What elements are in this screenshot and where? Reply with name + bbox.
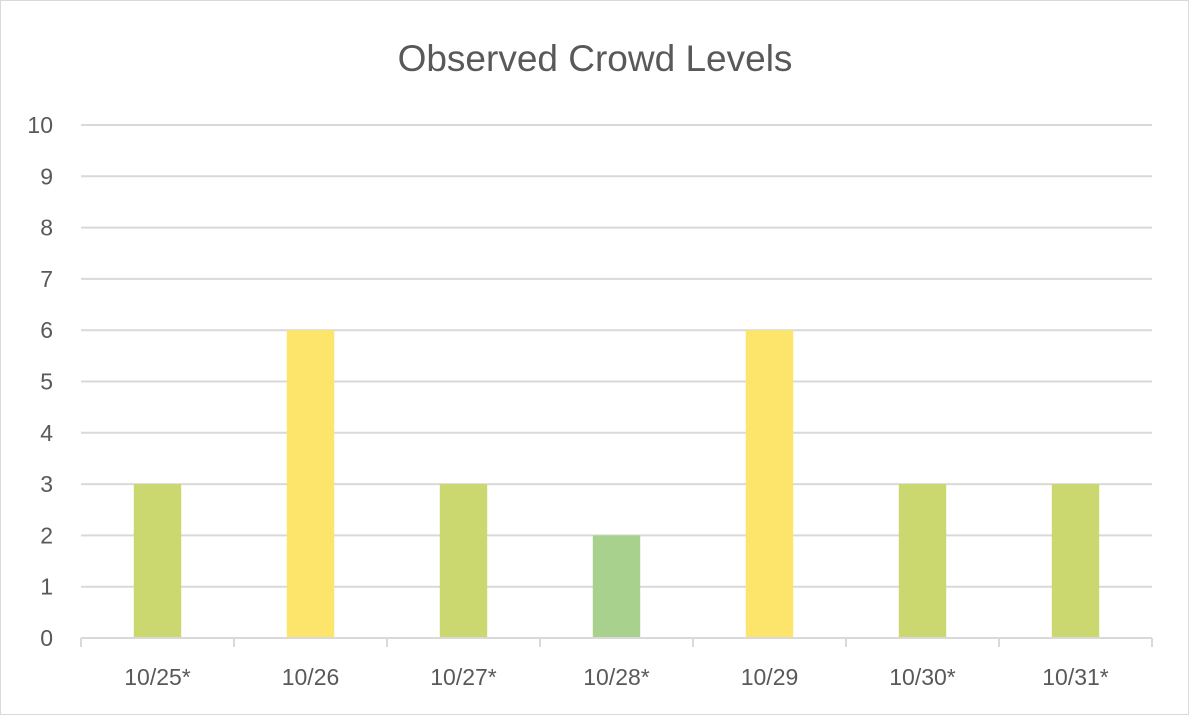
x-tick-label: 10/25* xyxy=(124,664,191,690)
y-tick-label: 8 xyxy=(40,215,53,241)
bar xyxy=(898,484,947,638)
y-tick-label: 5 xyxy=(40,369,53,395)
bars xyxy=(133,330,1100,638)
bar xyxy=(133,484,182,638)
y-tick-label: 6 xyxy=(40,317,53,343)
x-tick-label: 10/26 xyxy=(282,664,340,690)
y-tick-label: 3 xyxy=(40,471,53,497)
x-tick-label: 10/29 xyxy=(741,664,799,690)
x-tick-label: 10/28* xyxy=(583,664,650,690)
x-tick-label: 10/30* xyxy=(889,664,956,690)
x-axis xyxy=(80,637,1153,647)
y-tick-label: 7 xyxy=(40,266,53,292)
y-tick-label: 1 xyxy=(40,574,53,600)
bar xyxy=(745,330,794,638)
bar xyxy=(286,330,335,638)
y-tick-label: 9 xyxy=(40,163,53,189)
bar xyxy=(592,535,641,638)
x-tick-label: 10/31* xyxy=(1042,664,1109,690)
y-axis-tick-labels: 0 1 2 3 4 5 6 7 8 9 10 xyxy=(27,112,53,651)
y-tick-label: 10 xyxy=(27,112,53,138)
y-tick-label: 2 xyxy=(40,522,53,548)
gridlines xyxy=(81,124,1152,588)
x-tick-label: 10/27* xyxy=(430,664,497,690)
y-tick-label: 0 xyxy=(40,625,53,651)
bar xyxy=(439,484,488,638)
x-axis-tick-labels: 10/25* 10/26 10/27* 10/28* 10/29 10/30* 10/31* xyxy=(124,664,1109,690)
bar xyxy=(1051,484,1100,638)
y-tick-label: 4 xyxy=(40,420,53,446)
chart-title: Observed Crowd Levels xyxy=(398,38,793,79)
